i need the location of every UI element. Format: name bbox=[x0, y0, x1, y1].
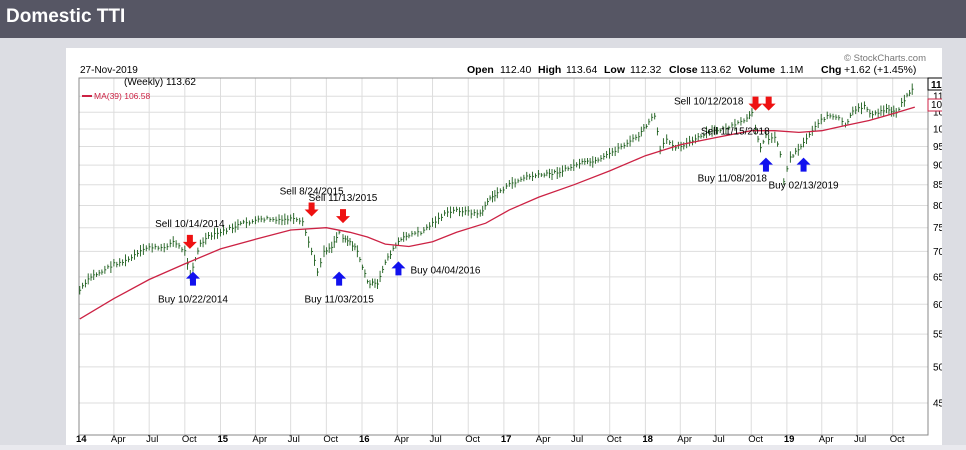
stat-low-value: 112.32 bbox=[630, 64, 661, 76]
x-tick-label: Jul bbox=[713, 434, 725, 445]
ma-line bbox=[79, 106, 915, 320]
y-tick-label: 70 bbox=[933, 247, 942, 258]
stat-low-label: Low bbox=[604, 64, 626, 76]
signal-layer: Sell 10/14/2014 Buy 10/22/2014 Sell 8/24/2… bbox=[155, 96, 839, 306]
buy-signal-label: Buy 10/22/2014 bbox=[158, 295, 228, 306]
sell-arrow bbox=[182, 234, 197, 249]
last-ma-value: 106.58 bbox=[931, 100, 942, 111]
buy-signal-label: Buy 11/08/2018 bbox=[698, 174, 768, 185]
x-tick-label: 17 bbox=[501, 434, 512, 445]
buy-arrow bbox=[796, 157, 811, 172]
x-tick-label: Apr bbox=[394, 434, 409, 445]
x-tick-label: Apr bbox=[536, 434, 551, 445]
x-tick-label: Apr bbox=[111, 434, 126, 445]
buy-arrow bbox=[185, 271, 200, 286]
stat-chg-label: Chg bbox=[821, 64, 841, 76]
x-tick-label: Oct bbox=[748, 434, 763, 445]
y-tick-label: 45 bbox=[933, 399, 942, 410]
stat-chg-value: +1.62 (+1.45%) bbox=[844, 64, 916, 76]
chart-panel: 27-Nov-2019 © StockCharts.com Open 112.4… bbox=[66, 48, 965, 445]
last-ma-tag: 106.58 bbox=[927, 98, 965, 112]
y-tick-label: 65 bbox=[933, 272, 942, 283]
buy-arrow bbox=[332, 271, 347, 286]
price-chart: 27-Nov-2019 © StockCharts.com Open 112.4… bbox=[76, 53, 965, 445]
x-tick-label: Jul bbox=[288, 434, 300, 445]
stat-volume-value: 1.1M bbox=[780, 64, 803, 76]
sell-signal-label: Sell 8/24/2015 bbox=[280, 186, 344, 197]
title-banner: Domestic TTI bbox=[0, 0, 966, 38]
x-tick-label: 19 bbox=[784, 434, 795, 445]
page-title: Domestic TTI bbox=[6, 6, 126, 27]
sell-arrow bbox=[761, 96, 776, 111]
legend-price: (Weekly) 113.62 bbox=[124, 77, 196, 88]
stat-close-value: 113.62 bbox=[700, 64, 731, 76]
x-tick-label: 14 bbox=[76, 434, 87, 445]
x-tick-label: Jul bbox=[571, 434, 583, 445]
x-tick-label: Oct bbox=[182, 434, 197, 445]
chart-date: 27-Nov-2019 bbox=[80, 65, 138, 76]
x-tick-label: Jul bbox=[146, 434, 158, 445]
grid bbox=[78, 78, 928, 435]
x-tick-label: Oct bbox=[890, 434, 905, 445]
x-tick-label: 18 bbox=[642, 434, 653, 445]
series-layer bbox=[79, 83, 915, 320]
stat-close-label: Close bbox=[669, 64, 698, 76]
stat-high-label: High bbox=[538, 64, 561, 76]
last-price-tag: 113.62 bbox=[927, 77, 965, 91]
plot-border bbox=[78, 77, 929, 436]
stats-bar: Open 112.40 High 113.64 Low 112.32 Close… bbox=[467, 64, 916, 76]
y-tick-label: 50 bbox=[933, 362, 942, 373]
x-tick-label: Jul bbox=[854, 434, 866, 445]
y-tick-label: 95 bbox=[933, 142, 942, 153]
y-tick-label: 90 bbox=[933, 161, 942, 172]
legend: (Weekly) 113.62 MA(39) 106.58 bbox=[82, 77, 196, 101]
y-tick-label: 100 bbox=[933, 124, 942, 135]
chart-frame: 27-Nov-2019 © StockCharts.com Open 112.4… bbox=[0, 38, 966, 445]
buy-signal-label: Buy 11/03/2015 bbox=[304, 295, 374, 306]
stat-volume-label: Volume bbox=[738, 64, 775, 76]
stat-high-value: 113.64 bbox=[566, 64, 597, 76]
x-tick-label: Oct bbox=[607, 434, 622, 445]
buy-signal-label: Buy 02/13/2019 bbox=[769, 181, 839, 192]
y-tick-label: 60 bbox=[933, 300, 942, 311]
x-tick-label: Apr bbox=[819, 434, 834, 445]
x-tick-label: Jul bbox=[430, 434, 442, 445]
sell-signal-label: Sell 11/15/2018 bbox=[701, 127, 770, 138]
buy-signal-label: Buy 04/04/2016 bbox=[410, 265, 480, 276]
buy-arrow bbox=[391, 261, 406, 276]
sell-arrow bbox=[304, 202, 319, 217]
x-axis: 14 Apr Jul Oct 15 Apr Jul Oct 16 Apr Jul Oct 17 Apr Ju… bbox=[76, 434, 905, 445]
y-tick-label: 105 bbox=[933, 108, 942, 119]
y-tick-label: 75 bbox=[933, 223, 942, 234]
y-tick-label: 80 bbox=[933, 201, 942, 212]
y-axis: 45 50 55 60 65 70 75 80 85 90 95 100 105 110 bbox=[933, 92, 950, 410]
sell-arrow bbox=[748, 96, 763, 111]
legend-ma: MA(39) 106.58 bbox=[94, 91, 150, 101]
x-tick-label: 15 bbox=[218, 434, 229, 445]
stat-open-label: Open bbox=[467, 64, 494, 76]
sell-signal-label: Sell 10/12/2018 bbox=[674, 97, 744, 108]
last-price-value: 113.62 bbox=[931, 80, 942, 91]
y-tick-label: 85 bbox=[933, 180, 942, 191]
stat-open-value: 112.40 bbox=[500, 64, 531, 76]
buy-arrow bbox=[758, 157, 773, 172]
x-tick-label: Oct bbox=[323, 434, 338, 445]
y-tick-label: 110 bbox=[933, 92, 942, 103]
y-tick-label: 55 bbox=[933, 330, 942, 341]
x-tick-label: Apr bbox=[677, 434, 692, 445]
sell-signal-label: Sell 11/13/2015 bbox=[309, 193, 378, 204]
x-tick-label: 16 bbox=[359, 434, 370, 445]
x-tick-label: Apr bbox=[252, 434, 267, 445]
sell-arrow bbox=[336, 209, 351, 224]
x-tick-label: Oct bbox=[465, 434, 480, 445]
sell-signal-label: Sell 10/14/2014 bbox=[155, 219, 225, 230]
watermark: © StockCharts.com bbox=[844, 53, 926, 64]
